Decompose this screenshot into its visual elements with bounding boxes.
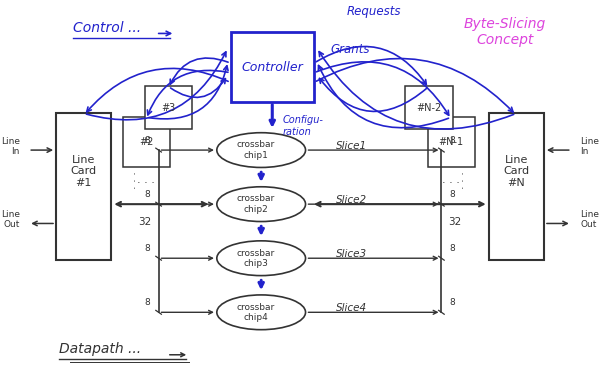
Text: Configu-
ration: Configu- ration: [282, 115, 323, 137]
FancyArrowPatch shape: [31, 148, 52, 152]
Text: 8: 8: [145, 136, 151, 145]
FancyArrowPatch shape: [170, 353, 185, 357]
FancyArrowPatch shape: [270, 105, 274, 124]
Text: 8: 8: [145, 244, 151, 253]
Ellipse shape: [217, 241, 305, 276]
Text: Line
Out: Line Out: [580, 210, 599, 229]
Text: #3: #3: [161, 103, 175, 112]
FancyArrowPatch shape: [316, 46, 427, 84]
Text: Byte-Slicing
Concept: Byte-Slicing Concept: [464, 17, 547, 47]
Text: Line
In: Line In: [1, 137, 20, 156]
Text: Slice1: Slice1: [336, 141, 367, 151]
Text: 32: 32: [449, 217, 462, 226]
FancyArrowPatch shape: [319, 52, 514, 129]
Text: · · ·: · · ·: [442, 178, 460, 188]
FancyBboxPatch shape: [122, 117, 170, 167]
Text: 8: 8: [145, 298, 151, 307]
Text: #2: #2: [139, 137, 153, 147]
FancyBboxPatch shape: [428, 117, 475, 167]
FancyArrowPatch shape: [316, 62, 449, 115]
Text: crossbar
chip3: crossbar chip3: [236, 249, 275, 268]
FancyArrowPatch shape: [319, 65, 449, 128]
Text: 8: 8: [449, 190, 455, 199]
FancyBboxPatch shape: [145, 86, 192, 129]
FancyBboxPatch shape: [488, 113, 544, 260]
FancyArrowPatch shape: [547, 221, 567, 226]
Text: crossbar
chip4: crossbar chip4: [236, 303, 275, 322]
Text: Slice4: Slice4: [336, 303, 367, 314]
FancyArrowPatch shape: [161, 202, 212, 206]
FancyArrowPatch shape: [259, 172, 263, 179]
Text: Line
Out: Line Out: [1, 210, 20, 229]
FancyArrowPatch shape: [308, 256, 437, 260]
Text: Datapath ...: Datapath ...: [59, 342, 141, 356]
Text: 8: 8: [449, 136, 455, 145]
FancyArrowPatch shape: [86, 52, 226, 120]
FancyArrowPatch shape: [316, 58, 513, 112]
FancyArrowPatch shape: [308, 148, 437, 152]
Text: · · ·: · · ·: [137, 178, 155, 188]
FancyArrowPatch shape: [308, 310, 437, 314]
Text: Control ...: Control ...: [73, 21, 141, 35]
Text: Line
Card
#N: Line Card #N: [503, 155, 529, 188]
FancyArrowPatch shape: [87, 68, 228, 112]
Text: · · ·: · · ·: [131, 171, 142, 189]
Text: 8: 8: [449, 244, 455, 253]
Text: Requests: Requests: [347, 5, 401, 18]
Text: 8: 8: [449, 298, 455, 307]
FancyArrowPatch shape: [259, 280, 263, 287]
Text: Slice3: Slice3: [336, 249, 367, 259]
Text: crossbar
chip2: crossbar chip2: [236, 194, 275, 214]
FancyBboxPatch shape: [406, 86, 452, 129]
Text: 32: 32: [138, 217, 151, 226]
FancyArrowPatch shape: [548, 148, 569, 152]
Text: Line
In: Line In: [580, 137, 599, 156]
Ellipse shape: [217, 187, 305, 222]
FancyArrowPatch shape: [161, 148, 212, 152]
FancyArrowPatch shape: [170, 58, 228, 84]
FancyArrowPatch shape: [161, 256, 212, 260]
FancyArrowPatch shape: [170, 79, 226, 97]
FancyArrowPatch shape: [116, 202, 206, 207]
Text: 8: 8: [145, 190, 151, 199]
FancyArrowPatch shape: [316, 202, 484, 207]
Text: Controller: Controller: [241, 61, 303, 74]
FancyArrowPatch shape: [259, 226, 263, 233]
FancyArrowPatch shape: [319, 79, 427, 112]
Text: Grants: Grants: [331, 43, 370, 56]
FancyArrowPatch shape: [308, 202, 437, 206]
Text: #N-2: #N-2: [416, 103, 442, 112]
Ellipse shape: [217, 295, 305, 330]
FancyBboxPatch shape: [56, 113, 112, 260]
Text: · · ·: · · ·: [458, 171, 469, 189]
FancyArrowPatch shape: [149, 66, 228, 119]
FancyArrowPatch shape: [161, 310, 212, 314]
Text: crossbar
chip1: crossbar chip1: [236, 140, 275, 160]
Text: Line
Card
#1: Line Card #1: [71, 155, 97, 188]
Text: #N-1: #N-1: [439, 137, 464, 147]
FancyArrowPatch shape: [158, 31, 170, 36]
Ellipse shape: [217, 133, 305, 167]
FancyArrowPatch shape: [148, 70, 228, 115]
Text: Slice2: Slice2: [336, 195, 367, 205]
FancyArrowPatch shape: [33, 221, 53, 226]
FancyBboxPatch shape: [230, 32, 314, 102]
